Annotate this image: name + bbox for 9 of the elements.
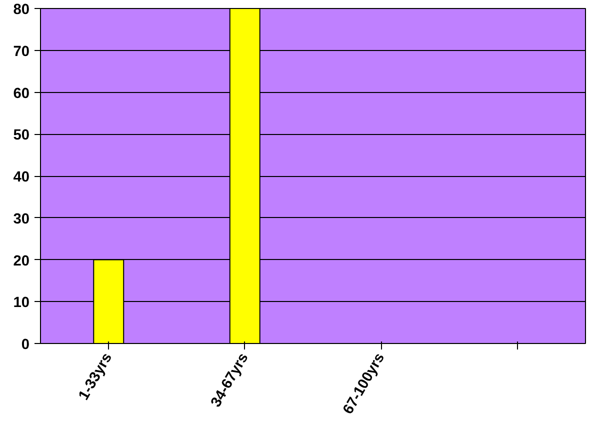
- y-tick-label: 20: [13, 253, 30, 270]
- y-tick-label: 70: [13, 44, 30, 60]
- y-tick-label: 10: [13, 295, 30, 312]
- y-tick-label: 30: [13, 211, 30, 228]
- y-tick-label: 40: [13, 170, 30, 186]
- y-tick-label: 0: [21, 337, 30, 353]
- y-tick-label: 60: [13, 86, 30, 102]
- y-tick-label: 80: [13, 2, 30, 18]
- y-tick-label: 50: [13, 128, 30, 144]
